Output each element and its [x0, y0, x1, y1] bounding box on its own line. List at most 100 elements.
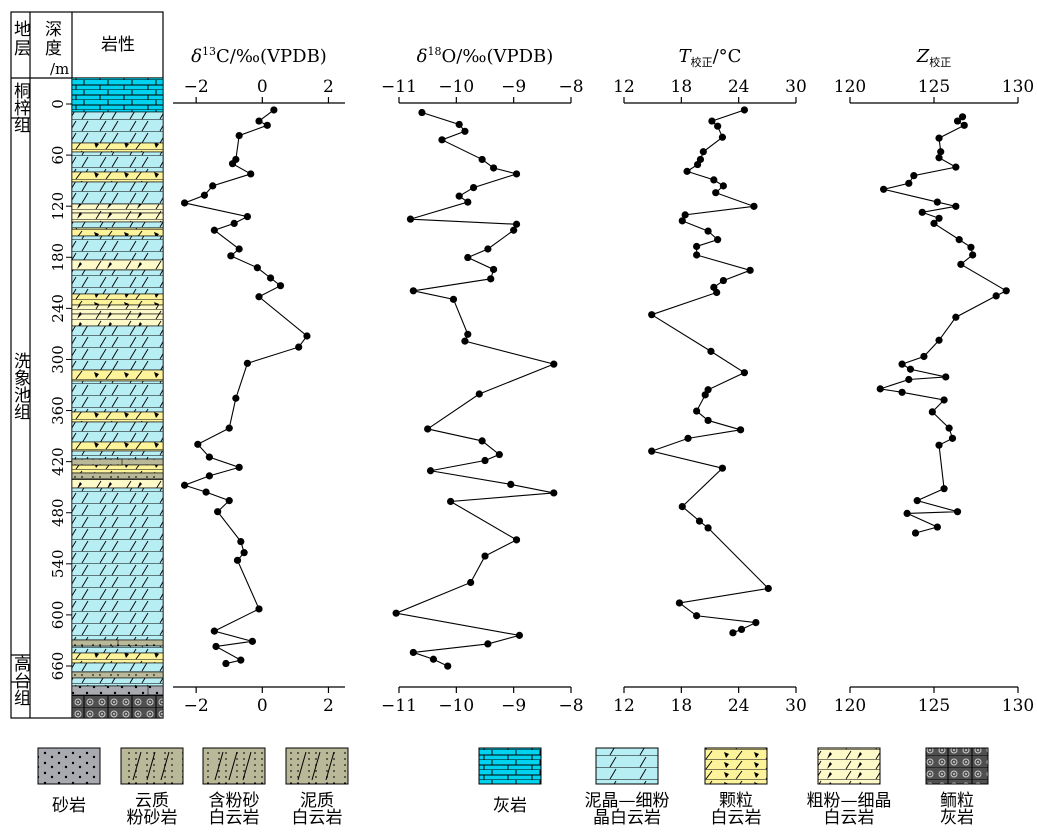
- data-point: [693, 160, 702, 169]
- lithology-column: [71, 77, 164, 719]
- data-point: [230, 219, 238, 228]
- data-point: [740, 369, 749, 377]
- legend-label: 粗粉—细晶白云岩: [807, 791, 892, 828]
- formation-gaotai: 高台组: [10, 655, 31, 706]
- data-point: [237, 537, 245, 546]
- data-point: [681, 211, 689, 219]
- litho-layer: [71, 212, 164, 223]
- data-point: [478, 437, 486, 445]
- data-point: [205, 453, 213, 461]
- chart-title-3: T校正/°C: [679, 46, 742, 69]
- data-point: [447, 497, 455, 506]
- data-point: [455, 120, 463, 129]
- depth-tick-label: 120: [49, 192, 67, 221]
- legend-label: 泥晶—细粉晶白云岩: [585, 791, 670, 828]
- data-point: [180, 481, 189, 489]
- litho-layer: [71, 652, 164, 664]
- legend-item-grain_dolomite: 颗粒白云岩: [704, 747, 768, 828]
- data-point: [648, 311, 656, 319]
- data-point: [464, 330, 472, 338]
- data-point: [512, 220, 521, 228]
- data-point: [515, 631, 524, 639]
- data-point: [205, 472, 213, 480]
- chart-title-4: Z校正: [916, 46, 952, 69]
- data-point: [276, 282, 285, 290]
- data-point: [969, 251, 977, 259]
- data-point: [227, 252, 235, 260]
- depth-tick-label: 0: [49, 99, 67, 109]
- data-point: [945, 424, 953, 432]
- data-point: [712, 189, 720, 197]
- data-point: [484, 640, 492, 648]
- data-point: [478, 155, 486, 164]
- data-point: [481, 552, 489, 560]
- data-point: [233, 556, 242, 564]
- data-point: [409, 648, 417, 657]
- header-depth: 深度: [41, 20, 62, 58]
- x-tick-label: −8: [558, 696, 583, 716]
- data-point: [210, 627, 218, 635]
- legend-label: 云质粉砂岩: [127, 791, 178, 828]
- data-point: [232, 394, 240, 402]
- data-point: [438, 136, 446, 144]
- data-point: [719, 182, 727, 190]
- data-point: [920, 352, 928, 361]
- data-point: [952, 313, 960, 321]
- litho-layer: [71, 227, 164, 237]
- data-point: [675, 599, 684, 607]
- litho-layer: [71, 293, 164, 306]
- x-tick-label: 30: [785, 77, 807, 97]
- data-point: [704, 416, 712, 425]
- litho-layer-silt: [71, 639, 119, 647]
- data-point: [898, 360, 906, 368]
- legend-item-silty_dolomite: 含粉砂白云岩: [202, 747, 266, 828]
- legend-label: 颗粒白云岩: [711, 791, 762, 828]
- data-point: [240, 549, 248, 557]
- data-point: [955, 236, 963, 244]
- data-point: [718, 133, 727, 141]
- chart-panel-2: δ18O/‰(VPDB)−11 −10 −9 −8−11 −10 −9 −8: [381, 45, 583, 716]
- data-point: [243, 212, 252, 221]
- data-point: [409, 287, 417, 295]
- legend-swatch: [704, 747, 768, 785]
- x-tick-label: −10: [438, 696, 474, 716]
- x-tick-label: 30: [785, 696, 807, 716]
- x-tick-label: −2: [184, 77, 209, 97]
- litho-layer-silt: [71, 458, 123, 466]
- data-point: [467, 578, 475, 587]
- data-point: [910, 172, 918, 180]
- series-line-4: [880, 116, 1008, 534]
- data-point: [701, 391, 709, 399]
- litho-layer-sand: [71, 685, 149, 696]
- data-point: [263, 121, 271, 129]
- data-point: [214, 508, 222, 516]
- data-point: [202, 488, 210, 496]
- data-point: [714, 236, 722, 244]
- data-point: [510, 226, 518, 234]
- data-point: [713, 288, 721, 297]
- data-point: [704, 524, 712, 532]
- litho-layer: [71, 151, 164, 173]
- legend-item-muddy_dolomite: 泥质白云岩: [285, 747, 349, 828]
- legend-item-oolitic: 鲕粒灰岩: [925, 747, 989, 828]
- data-point: [693, 251, 701, 259]
- litho-layer: [71, 181, 164, 205]
- data-point: [683, 167, 691, 175]
- data-point: [953, 508, 962, 516]
- data-point: [707, 347, 715, 355]
- data-point: [876, 385, 884, 393]
- legend-item-fine_dolomite: 泥晶—细粉晶白云岩: [585, 747, 670, 828]
- data-point: [906, 365, 915, 373]
- data-point: [243, 359, 252, 367]
- data-point: [228, 160, 237, 168]
- x-tick-label: 125: [918, 77, 950, 97]
- data-point: [424, 425, 432, 433]
- data-point: [930, 219, 938, 228]
- data-point: [913, 497, 921, 505]
- litho-layer: [71, 411, 164, 423]
- litho-layer: [71, 221, 164, 229]
- data-point: [512, 170, 521, 178]
- data-point: [495, 450, 503, 459]
- data-point: [898, 388, 906, 396]
